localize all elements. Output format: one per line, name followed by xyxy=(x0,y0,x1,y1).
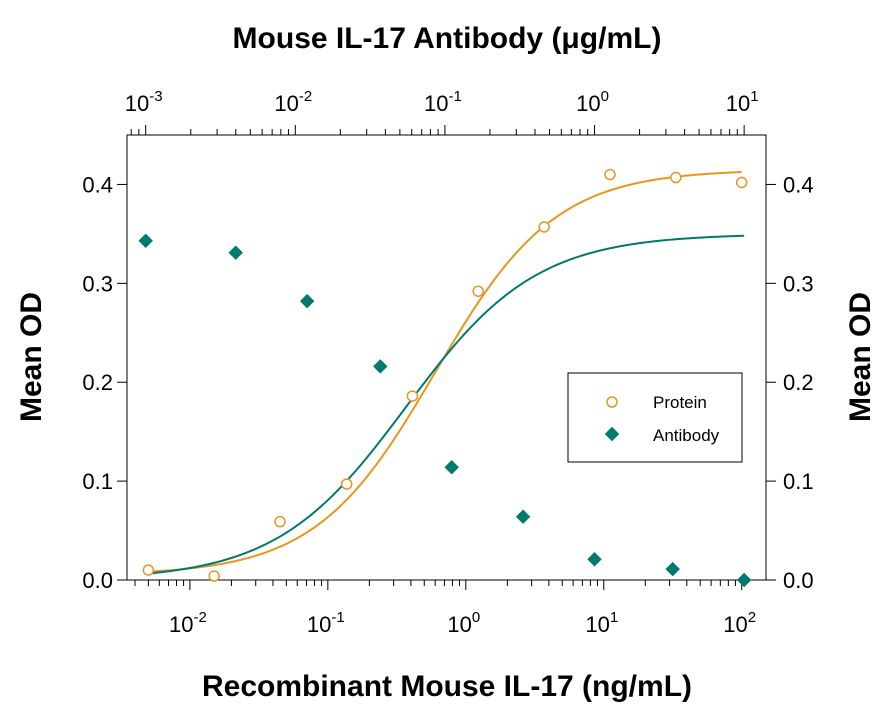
tick-exponent: 2 xyxy=(748,609,756,626)
fit-curves xyxy=(145,171,745,575)
y-tick-label-right: 0.4 xyxy=(783,172,814,197)
antibody-point xyxy=(665,561,680,577)
protein-point xyxy=(670,171,682,184)
bottom-x-tick-label: 101 xyxy=(585,609,618,637)
tick-base: 10 xyxy=(169,612,193,637)
protein-point xyxy=(274,515,286,528)
tick-exponent: 0 xyxy=(472,609,480,626)
top-x-tick-label: 10-2 xyxy=(274,88,312,116)
top-x-tick-label: 10-3 xyxy=(125,88,163,116)
y-tick-label-left: 0.4 xyxy=(82,172,113,197)
protein-point xyxy=(208,570,220,582)
y-tick-label-left: 0.1 xyxy=(82,469,113,494)
legend-diamond-icon xyxy=(604,426,620,442)
tick-exponent: -3 xyxy=(149,88,162,105)
tick-exponent: -2 xyxy=(193,609,206,626)
y-tick-label-right: 0.1 xyxy=(783,469,814,494)
tick-base: 10 xyxy=(447,612,471,637)
y-tick-label-right: 0.0 xyxy=(783,568,814,593)
y-tick-label-left: 0.2 xyxy=(82,370,113,395)
top-x-tick-label: 10-1 xyxy=(424,88,462,116)
fit-curve-protein xyxy=(148,171,742,573)
fit-curve-antibody xyxy=(145,234,745,575)
legend-label-protein: Protein xyxy=(653,393,707,412)
tick-base: 10 xyxy=(576,91,600,116)
tick-base: 10 xyxy=(125,91,149,116)
tick-base: 10 xyxy=(424,91,448,116)
protein-point xyxy=(406,390,419,402)
y-tick-label-left: 0.3 xyxy=(82,271,113,296)
protein-point xyxy=(142,564,155,576)
antibody-point xyxy=(587,552,602,567)
tick-exponent: 1 xyxy=(750,88,758,105)
tick-base: 10 xyxy=(585,612,609,637)
tick-base: 10 xyxy=(726,91,750,116)
top-axis-title: Mouse IL-17 Antibody (μg/mL) xyxy=(233,22,662,55)
x-axis-ticks: 10-2 10-1 100 101 102 xyxy=(134,580,756,637)
bottom-x-tick-label: 10-2 xyxy=(169,609,207,637)
y-axis-ticks: 0.0 0.0 0.1 0.1 0.2 0.2 0.3 0.3 0.4 0.4 xyxy=(82,172,813,593)
legend-label-antibody: Antibody xyxy=(653,426,720,445)
protein-point xyxy=(604,168,616,181)
y-tick-label-left: 0.0 xyxy=(82,568,113,593)
antibody-point xyxy=(228,245,243,260)
protein-point xyxy=(340,478,353,490)
top-x-tick-label: 101 xyxy=(726,88,759,116)
antibody-point xyxy=(515,509,531,524)
legend: Protein Antibody xyxy=(567,372,743,463)
y-tick-label-right: 0.3 xyxy=(783,271,814,296)
tick-base: 10 xyxy=(723,612,747,637)
tick-exponent: -2 xyxy=(299,88,312,105)
y-tick-label-right: 0.2 xyxy=(783,370,814,395)
protein-point xyxy=(472,285,484,297)
data-points xyxy=(138,168,752,588)
bottom-x-tick-label: 100 xyxy=(447,609,480,637)
plot-area-frame xyxy=(126,134,767,581)
legend-box xyxy=(567,372,743,463)
bottom-x-tick-label: 102 xyxy=(723,609,756,637)
tick-exponent: -1 xyxy=(448,88,461,105)
protein-point xyxy=(735,176,748,189)
antibody-point xyxy=(138,233,153,249)
antibody-point xyxy=(444,460,459,475)
tick-base: 10 xyxy=(274,91,298,116)
legend-circle-icon xyxy=(606,396,618,408)
protein-point xyxy=(538,221,550,233)
x-axis-title: Recombinant Mouse IL-17 (ng/mL) xyxy=(202,670,692,703)
tick-exponent: 1 xyxy=(610,609,618,626)
y-axis-title-left: Mean OD xyxy=(15,292,48,422)
legend-marker-antibody xyxy=(604,426,620,442)
tick-exponent: 0 xyxy=(601,88,609,105)
y-axis-title-right: Mean OD xyxy=(844,292,877,422)
top-x-tick-label: 100 xyxy=(576,88,609,116)
antibody-point xyxy=(736,572,752,588)
antibody-point xyxy=(299,293,315,309)
legend-marker-protein xyxy=(606,396,618,408)
tick-base: 10 xyxy=(307,612,331,637)
bottom-x-tick-label: 10-1 xyxy=(307,609,345,637)
antibody-point xyxy=(373,359,388,374)
top-axis-ticks: 10-3 10-2 10-1 100 101 xyxy=(125,88,759,135)
tick-exponent: -1 xyxy=(331,609,344,626)
